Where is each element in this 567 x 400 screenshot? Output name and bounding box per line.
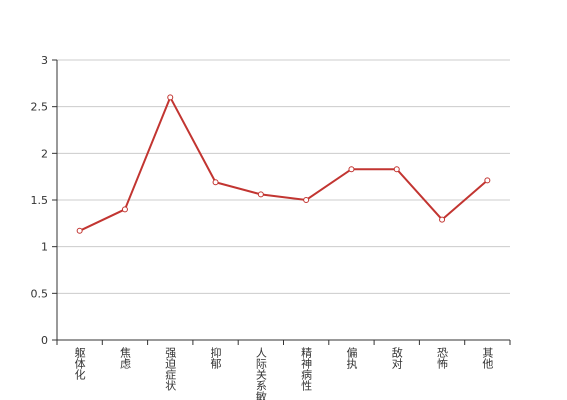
x-tick-label: 精神病性 [300,347,313,392]
point [484,177,491,184]
point [257,191,264,198]
x-tick-label: 抑郁 [209,346,222,369]
x-tick-label: 强迫症状 [164,347,177,391]
point [121,206,128,213]
x-tick-label: 焦虑 [118,347,131,369]
point [76,227,83,234]
y-tick-label: 1.5 [31,194,49,207]
y-tick-label: 2 [41,147,48,160]
y-tick-label: 3 [41,54,48,67]
x-tick-label: 其他 [481,347,494,369]
y-tick-label: 1 [41,241,48,254]
y-tick-label: 0.5 [31,287,49,300]
y-tick-label: 0 [41,334,48,347]
x-tick-label: 躯体化 [73,347,86,381]
x-tick-label: 偏执 [345,346,358,370]
point [348,166,355,173]
point [439,216,446,223]
point [212,179,219,186]
point [303,197,310,203]
point [393,166,400,173]
x-tick-label: 恐怖 [436,347,449,369]
y-tick-label: 2.5 [31,101,49,114]
line [79,94,489,232]
x-tick-label: 人际关系敏感 [254,347,267,400]
point [167,94,174,101]
x-tick-label: 敌对 [390,346,403,369]
